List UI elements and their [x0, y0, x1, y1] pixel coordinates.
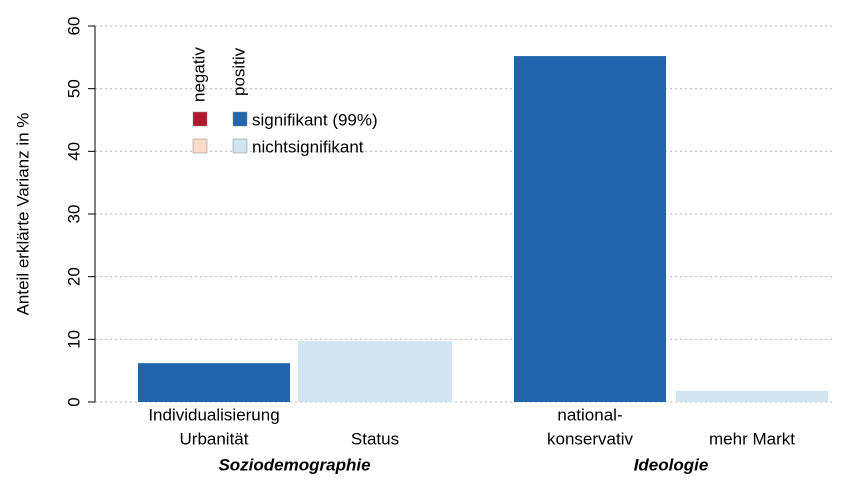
legend-swatch: [232, 138, 248, 154]
group-label: Soziodemographie: [218, 455, 370, 474]
bar: [298, 341, 452, 402]
y-tick-label: 20: [64, 267, 83, 286]
legend-column-label: positiv: [229, 47, 248, 96]
y-tick-label: 60: [64, 17, 83, 36]
x-tick-label: mehr Markt: [709, 429, 795, 448]
legend-swatch: [192, 138, 208, 154]
x-tick-label: konservativ: [547, 429, 633, 448]
bar: [514, 56, 666, 403]
legend-swatch: [232, 111, 248, 127]
x-tick-label: Status: [351, 429, 399, 448]
bar: [676, 390, 828, 402]
y-tick-label: 30: [64, 205, 83, 224]
legend-row-label: signifikant (99%): [252, 110, 378, 129]
group-label: Ideologie: [634, 455, 709, 474]
y-tick-label: 10: [64, 330, 83, 349]
bar: [138, 363, 290, 402]
y-axis-label: Anteil erklärte Varianz in %: [13, 113, 32, 316]
x-tick-label: national-: [557, 405, 622, 424]
legend-column-label: negativ: [189, 47, 208, 102]
y-tick-label: 40: [64, 142, 83, 161]
legend-swatch: [192, 111, 208, 127]
y-tick-label: 0: [64, 397, 83, 406]
x-tick-label: Individualisierung: [148, 405, 279, 424]
legend-row-label: nichtsignifikant: [252, 137, 364, 156]
x-tick-label: Urbanität: [180, 429, 249, 448]
y-tick-label: 50: [64, 79, 83, 98]
